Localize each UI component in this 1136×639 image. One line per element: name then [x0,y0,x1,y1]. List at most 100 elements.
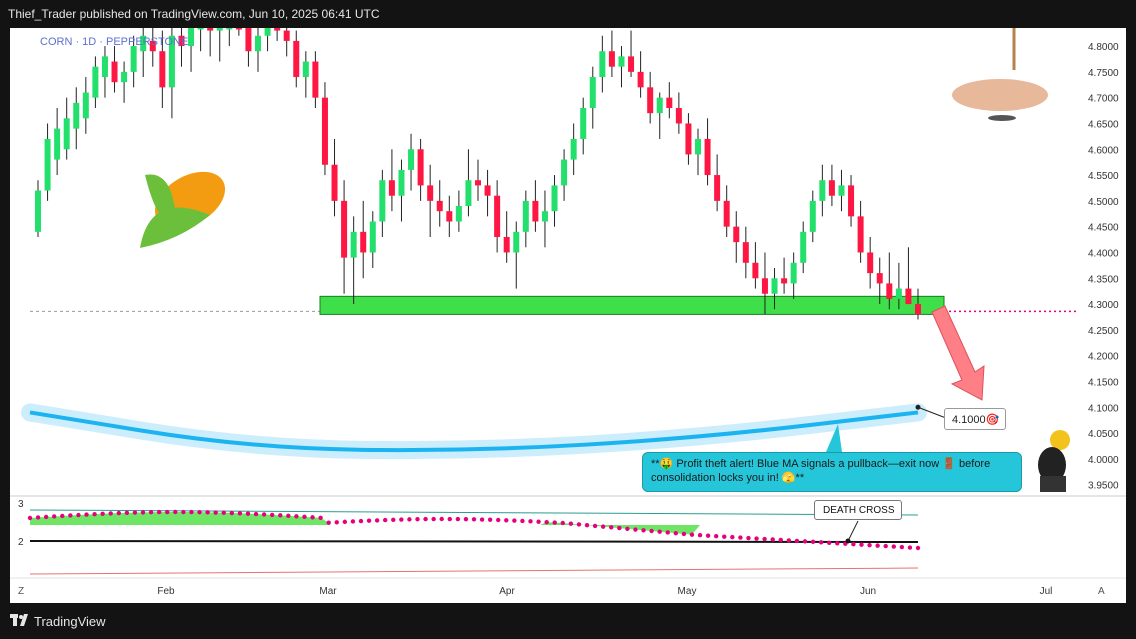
footer-bar: TradingView [0,603,1136,639]
candle-body [848,185,855,217]
ribbon-dot [617,525,622,531]
ribbon-dot [609,525,614,530]
candle-body [207,28,214,31]
candle-body [159,51,166,88]
candle-body [752,262,759,279]
candle-body [828,180,835,196]
ribbon-dot [665,530,670,535]
price-tick-label: 4.0500 [1088,429,1119,440]
ribbon-dot [423,516,428,522]
candle-body [408,149,415,170]
osc-tick-label: 3 [18,499,24,510]
illustrations [140,28,1070,492]
corn-leaf-icon [140,207,210,248]
ribbon-dot [496,517,501,523]
ribbon-dot [867,542,872,548]
candle-body [341,200,348,258]
ribbon-dot [479,517,485,522]
tradingview-brand[interactable]: TradingView [34,614,106,629]
candle-body [513,231,520,253]
thief-shadow-icon [988,115,1016,121]
candle-body [427,185,434,201]
candle-body [455,206,462,222]
blue-ma-curve [21,403,945,460]
ribbon-dot [576,522,582,527]
ribbon-dot [326,520,331,525]
ribbon-dot [778,537,783,543]
candle-body [867,252,874,274]
price-tick-label: 4.2000 [1088,352,1119,363]
candle-body [465,180,472,207]
ribbon-dot [197,509,202,515]
running-thief-head-icon [1050,430,1070,450]
ribbon-dot [52,514,57,519]
ribbon-dot [68,513,73,518]
ribbon-dot [883,543,888,549]
timezone-toggle[interactable]: Z [18,586,25,597]
price-tick-label: 4.4500 [1088,223,1119,234]
ribbon-dot [358,518,364,524]
ribbon-dot [383,517,388,523]
ribbon-dot [875,543,880,548]
down-arrow [826,305,985,452]
candle-body [168,35,175,88]
candle-body [197,28,204,30]
candle-body [149,40,156,52]
publish-header: Thief_Trader published on TradingView.co… [0,0,1136,28]
ribbon-dot [504,518,509,523]
ribbon-dot [689,532,695,537]
ribbon-dot [786,538,792,543]
candle-body [216,28,223,31]
symbol-label[interactable]: CORN · 1D · PEPPERSTONE [40,36,189,48]
ribbon-dot [318,515,323,521]
candle-body [73,102,80,129]
ribbon-dot [447,516,452,522]
candle-body [886,283,893,299]
publish-text: Thief_Trader published on TradingView.co… [8,7,380,21]
ribbon-dot [374,518,380,523]
ribbon-dot [165,509,170,515]
candle-body [92,66,99,98]
target-price-label: 4.1000🎯 [944,408,1006,430]
ribbon-dot [455,516,461,522]
candle-body [618,56,625,67]
candle-body [723,200,730,227]
ribbon-dot [528,519,533,524]
candle-body [44,138,51,191]
ribbon-dot [544,519,549,525]
ribbon-dot [722,534,727,539]
candle-body [283,30,290,41]
candle-body [35,190,41,232]
ribbon-dot [350,519,356,524]
ribbon-dot [84,512,89,517]
ribbon-dot [592,523,598,529]
candle-body [666,97,673,108]
month-tick-label: Jul [1040,586,1053,597]
down-arrow-shape [931,305,985,401]
ribbon-dot [463,516,469,522]
candle-body [360,231,367,253]
candle-body [838,185,845,196]
ribbon-dot [818,540,824,545]
ribbon-dot [794,538,800,544]
ribbon-dot [471,517,477,522]
ribbon-dot [431,516,436,522]
candle-body [475,180,481,186]
candle-body [733,226,740,243]
price-tick-label: 4.7000 [1088,94,1119,105]
ribbon-dot [140,510,146,515]
ribbon-dot [189,509,194,515]
candle-body [446,211,453,222]
candle-body [915,304,921,315]
candle-body [761,278,768,294]
candle-body [331,164,338,201]
candle-body [245,28,252,52]
ma-band [21,403,927,460]
candle-body [637,71,644,88]
candle-body [781,278,788,284]
auto-scale-toggle[interactable]: A [1098,586,1105,597]
ribbon-dot [132,510,138,515]
ribbon-dot [657,529,662,534]
time-axis: Feb Mar Apr May Jun Jul [10,577,1126,597]
